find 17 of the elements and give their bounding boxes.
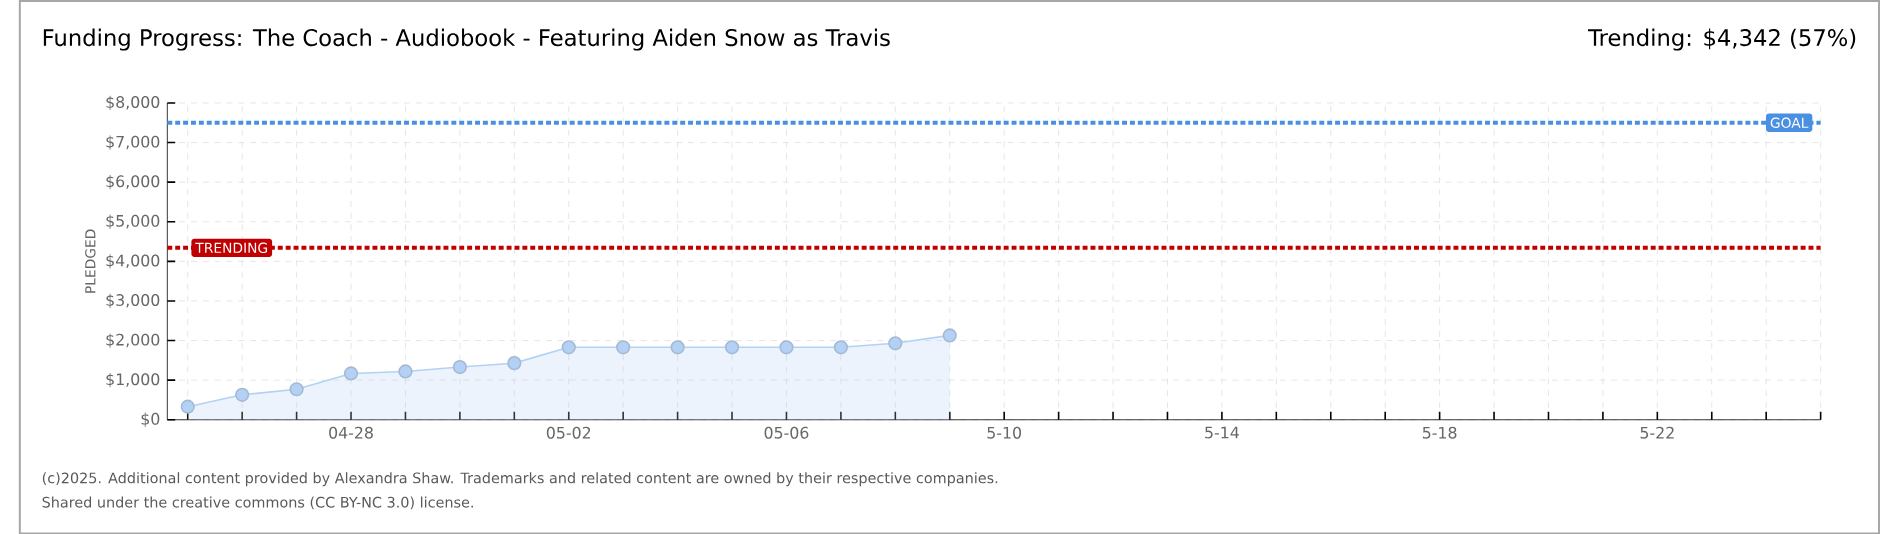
point xyxy=(398,364,413,379)
point xyxy=(343,366,359,381)
point xyxy=(289,381,304,397)
point xyxy=(724,339,740,355)
chart-subtitle: Trending: $4,342 (57%) xyxy=(1588,28,1856,51)
point xyxy=(779,339,794,355)
point xyxy=(616,339,631,355)
point xyxy=(180,399,195,414)
point xyxy=(235,387,250,402)
point xyxy=(507,355,522,370)
point xyxy=(561,339,576,355)
chart-title: Funding Progress: The Coach - Audiobook - Featuring Aiden Snow as Travis xyxy=(43,28,890,51)
point xyxy=(888,335,903,351)
point xyxy=(670,339,685,355)
point xyxy=(942,328,957,343)
point xyxy=(452,359,467,374)
point xyxy=(833,339,848,355)
